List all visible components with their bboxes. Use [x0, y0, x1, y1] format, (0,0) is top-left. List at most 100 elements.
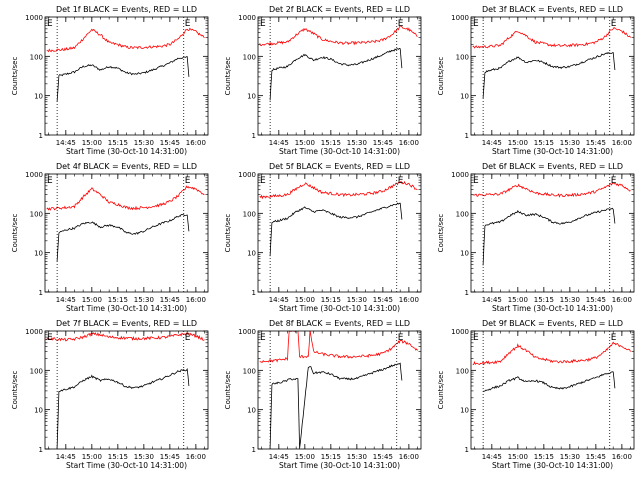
plot-frame [257, 16, 422, 136]
y-tick-label: 1000 [451, 14, 469, 22]
y-tick-label: 100 [243, 53, 256, 61]
x-tick-label: 15:15 [534, 453, 554, 461]
x-tick-label: 15:45 [160, 139, 180, 147]
y-tick-label: 10 [247, 407, 256, 415]
e-marker: E [398, 176, 404, 186]
x-axis-label: Start Time (30-Oct-10 14:31:00) [492, 461, 613, 470]
y-axis-label: Counts/sec [437, 214, 445, 253]
x-tick-label: 15:45 [586, 296, 606, 304]
e-marker: E [185, 19, 191, 29]
e-marker: E [47, 176, 53, 186]
y-tick-label: 100 [456, 367, 469, 375]
y-axis-label: Counts/sec [224, 371, 232, 410]
x-tick-label: 15:30 [560, 296, 580, 304]
lld-series-line [46, 27, 205, 53]
e-marker: E [473, 176, 479, 186]
panel-title: Det 5f BLACK = Events, RED = LLD [269, 162, 410, 171]
x-tick-label: 16:00 [612, 139, 632, 147]
x-tick-label: 14:45 [482, 296, 502, 304]
events-series-line [269, 362, 403, 449]
x-tick-label: 15:30 [134, 139, 154, 147]
e-marker: E [611, 176, 617, 186]
y-tick-label: 1000 [238, 14, 256, 22]
y-tick-label: 10 [34, 250, 43, 258]
x-tick-label: 15:30 [134, 296, 154, 304]
x-tick-label: 14:45 [482, 453, 502, 461]
x-axis-label: Start Time (30-Oct-10 14:31:00) [279, 461, 400, 470]
events-series-line [269, 202, 403, 257]
y-axis-label: Counts/sec [11, 214, 19, 253]
x-tick-label: 15:15 [321, 296, 341, 304]
lld-series-line [259, 25, 418, 47]
y-tick-label: 1 [465, 132, 469, 140]
y-tick-label: 100 [30, 210, 43, 218]
lld-series-line [46, 332, 205, 342]
x-tick-label: 15:15 [321, 139, 341, 147]
e-marker: E [185, 333, 191, 343]
x-axis-label: Start Time (30-Oct-10 14:31:00) [492, 147, 613, 156]
y-tick-label: 10 [34, 93, 43, 101]
panel-title: Det 1f BLACK = Events, RED = LLD [56, 5, 197, 14]
plot-frame [257, 173, 422, 293]
plot-frame [44, 330, 209, 450]
y-tick-label: 1 [39, 446, 43, 454]
x-tick-label: 15:45 [586, 139, 606, 147]
events-series-line [56, 56, 190, 102]
e-marker: E [611, 333, 617, 343]
y-tick-label: 1 [465, 446, 469, 454]
events-series-line [482, 207, 616, 266]
y-tick-label: 100 [30, 367, 43, 375]
y-tick-label: 1 [39, 289, 43, 297]
x-tick-label: 16:00 [399, 296, 419, 304]
panel-title: Det 8f BLACK = Events, RED = LLD [269, 319, 410, 328]
x-tick-label: 14:45 [56, 453, 76, 461]
y-tick-label: 100 [456, 210, 469, 218]
e-marker: E [611, 19, 617, 29]
x-tick-label: 15:00 [295, 296, 315, 304]
plot-frame [257, 330, 422, 450]
x-tick-label: 15:15 [321, 453, 341, 461]
x-tick-label: 15:00 [295, 453, 315, 461]
y-tick-label: 100 [243, 367, 256, 375]
y-tick-label: 1000 [25, 14, 43, 22]
y-axis-label: Counts/sec [224, 214, 232, 253]
x-axis-label: Start Time (30-Oct-10 14:31:00) [492, 304, 613, 313]
x-axis-label: Start Time (30-Oct-10 14:31:00) [279, 147, 400, 156]
x-tick-label: 15:45 [373, 139, 393, 147]
x-tick-label: 15:00 [82, 453, 102, 461]
y-tick-label: 10 [247, 250, 256, 258]
plot-frame [44, 16, 209, 136]
x-tick-label: 15:00 [508, 139, 528, 147]
events-series-line [269, 48, 403, 101]
x-tick-label: 15:15 [108, 296, 128, 304]
panel-title: Det 7f BLACK = Events, RED = LLD [56, 319, 197, 328]
y-tick-label: 1 [39, 132, 43, 140]
x-tick-label: 15:00 [508, 296, 528, 304]
x-tick-label: 15:45 [160, 453, 180, 461]
events-series-line [56, 214, 190, 262]
x-tick-label: 15:00 [295, 139, 315, 147]
y-tick-label: 10 [460, 250, 469, 258]
x-tick-label: 15:30 [347, 296, 367, 304]
lld-series-line [472, 341, 631, 366]
events-series-line [56, 367, 190, 449]
x-tick-label: 14:45 [269, 453, 289, 461]
e-marker: E [47, 333, 53, 343]
y-tick-label: 10 [247, 93, 256, 101]
y-tick-label: 1 [252, 289, 256, 297]
events-series-line [482, 51, 616, 99]
e-marker: E [473, 19, 479, 29]
y-tick-label: 100 [456, 53, 469, 61]
x-tick-label: 16:00 [399, 453, 419, 461]
e-marker: E [47, 19, 53, 29]
y-tick-label: 100 [243, 210, 256, 218]
x-tick-label: 15:15 [108, 139, 128, 147]
e-marker: E [260, 19, 266, 29]
